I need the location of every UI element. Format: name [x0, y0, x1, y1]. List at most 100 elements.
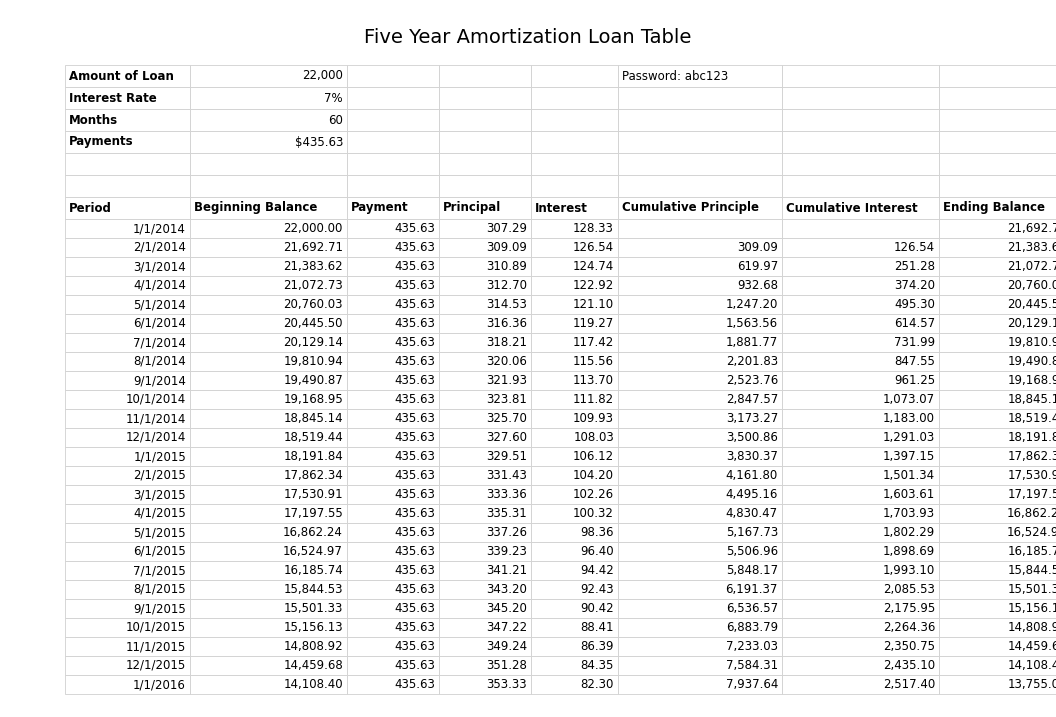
Bar: [65, 238, 190, 257]
Bar: [939, 637, 1056, 656]
Bar: [190, 561, 347, 580]
Bar: [347, 542, 439, 561]
Text: 126.54: 126.54: [893, 241, 935, 254]
Bar: [939, 197, 1056, 219]
Bar: [439, 65, 531, 87]
Bar: [782, 390, 939, 409]
Text: 435.63: 435.63: [394, 583, 435, 596]
Text: 435.63: 435.63: [394, 564, 435, 577]
Bar: [65, 447, 190, 466]
Bar: [347, 352, 439, 371]
Text: 5,848.17: 5,848.17: [725, 564, 778, 577]
Bar: [939, 257, 1056, 276]
Bar: [190, 131, 347, 153]
Bar: [347, 504, 439, 523]
Text: 18,519.44: 18,519.44: [283, 431, 343, 444]
Bar: [531, 352, 618, 371]
Bar: [190, 238, 347, 257]
Bar: [65, 561, 190, 580]
Text: Period: Period: [69, 201, 112, 214]
Text: 9/1/2015: 9/1/2015: [133, 602, 186, 615]
Text: Months: Months: [69, 113, 118, 126]
Text: 932.68: 932.68: [737, 279, 778, 292]
Bar: [65, 428, 190, 447]
Bar: [531, 257, 618, 276]
Bar: [439, 599, 531, 618]
Bar: [618, 504, 782, 523]
Bar: [347, 153, 439, 175]
Bar: [190, 219, 347, 238]
Bar: [782, 197, 939, 219]
Bar: [939, 153, 1056, 175]
Text: 121.10: 121.10: [572, 298, 614, 311]
Bar: [531, 390, 618, 409]
Bar: [190, 675, 347, 694]
Bar: [618, 542, 782, 561]
Bar: [618, 109, 782, 131]
Bar: [439, 371, 531, 390]
Bar: [347, 87, 439, 109]
Bar: [439, 197, 531, 219]
Bar: [347, 637, 439, 656]
Bar: [439, 656, 531, 675]
Text: 4/1/2014: 4/1/2014: [133, 279, 186, 292]
Bar: [65, 314, 190, 333]
Text: 19,490.87: 19,490.87: [1007, 355, 1056, 368]
Text: 6,536.57: 6,536.57: [725, 602, 778, 615]
Text: $435.63: $435.63: [295, 136, 343, 148]
Text: 435.63: 435.63: [394, 431, 435, 444]
Text: 119.27: 119.27: [572, 317, 614, 330]
Text: 318.21: 318.21: [486, 336, 527, 349]
Text: 7,584.31: 7,584.31: [725, 659, 778, 672]
Bar: [65, 109, 190, 131]
Text: 2,523.76: 2,523.76: [725, 374, 778, 387]
Text: 316.36: 316.36: [486, 317, 527, 330]
Text: 7,233.03: 7,233.03: [727, 640, 778, 653]
Text: 2,847.57: 2,847.57: [725, 393, 778, 406]
Text: 18,191.84: 18,191.84: [283, 450, 343, 463]
Text: 15,844.53: 15,844.53: [283, 583, 343, 596]
Bar: [190, 542, 347, 561]
Text: 7/1/2015: 7/1/2015: [133, 564, 186, 577]
Text: 14,459.68: 14,459.68: [1007, 640, 1056, 653]
Text: 126.54: 126.54: [572, 241, 614, 254]
Bar: [190, 485, 347, 504]
Bar: [531, 542, 618, 561]
Bar: [782, 333, 939, 352]
Text: Beginning Balance: Beginning Balance: [194, 201, 318, 214]
Bar: [618, 447, 782, 466]
Bar: [347, 314, 439, 333]
Bar: [939, 675, 1056, 694]
Bar: [782, 580, 939, 599]
Bar: [939, 109, 1056, 131]
Bar: [531, 65, 618, 87]
Bar: [347, 485, 439, 504]
Bar: [782, 637, 939, 656]
Text: 14,808.92: 14,808.92: [283, 640, 343, 653]
Bar: [782, 599, 939, 618]
Bar: [531, 219, 618, 238]
Text: 86.39: 86.39: [581, 640, 614, 653]
Text: 15,501.33: 15,501.33: [284, 602, 343, 615]
Bar: [65, 175, 190, 197]
Text: 19,490.87: 19,490.87: [283, 374, 343, 387]
Text: 731.99: 731.99: [893, 336, 935, 349]
Bar: [439, 523, 531, 542]
Bar: [939, 390, 1056, 409]
Text: 1,397.15: 1,397.15: [883, 450, 935, 463]
Text: 1,501.34: 1,501.34: [883, 469, 935, 482]
Bar: [782, 409, 939, 428]
Text: 84.35: 84.35: [581, 659, 614, 672]
Text: 3,830.37: 3,830.37: [727, 450, 778, 463]
Bar: [190, 109, 347, 131]
Text: 1/1/2016: 1/1/2016: [133, 678, 186, 691]
Text: 19,168.95: 19,168.95: [1007, 374, 1056, 387]
Text: 4,830.47: 4,830.47: [725, 507, 778, 520]
Bar: [347, 219, 439, 238]
Bar: [439, 542, 531, 561]
Text: 435.63: 435.63: [394, 450, 435, 463]
Bar: [190, 197, 347, 219]
Text: 2,175.95: 2,175.95: [883, 602, 935, 615]
Text: 7%: 7%: [324, 92, 343, 105]
Text: 19,810.94: 19,810.94: [1007, 336, 1056, 349]
